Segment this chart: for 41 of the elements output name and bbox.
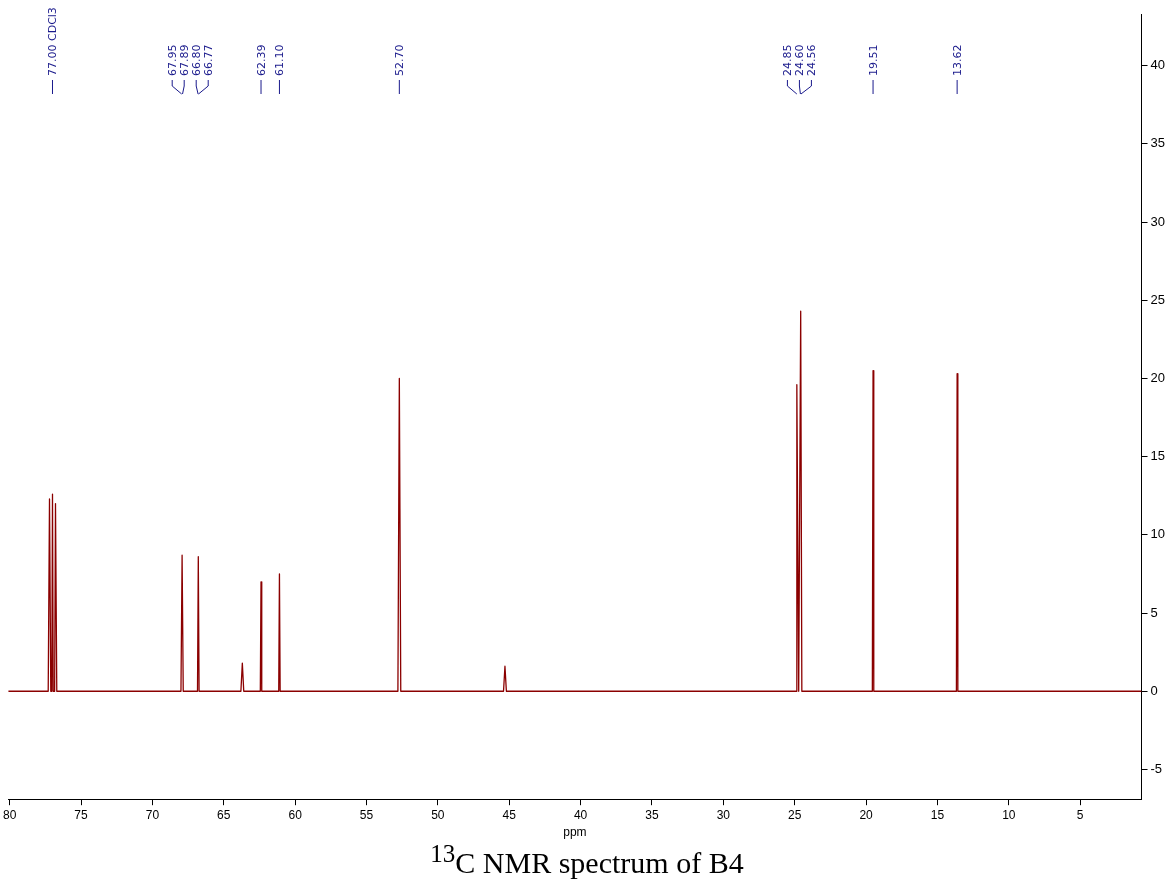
y-tick-label: -5 [1150, 761, 1163, 777]
annotation: 24.56 [805, 44, 819, 76]
annotation: 19.51 [867, 44, 881, 76]
x-tick-label: 70 [145, 807, 160, 822]
annotation: 62.39 [255, 44, 269, 76]
y-tick-label: 5 [1150, 604, 1158, 620]
annotation: 52.70 [393, 44, 407, 76]
annotation: 77.00 CDCl3 [46, 7, 60, 76]
x-tick-label: 55 [359, 807, 374, 822]
x-tick-label: 75 [74, 807, 89, 822]
x-tick-label: 60 [288, 807, 303, 822]
x-tick-label: 40 [573, 807, 588, 822]
x-tick-label: 30 [716, 807, 731, 822]
x-tick-label: 80 [3, 807, 17, 822]
x-tick-label: 50 [431, 807, 445, 822]
y-tick-label: 15 [1150, 448, 1166, 464]
x-tick-label: 20 [859, 807, 874, 822]
annotation: 66.80 [190, 44, 204, 76]
x-axis-title: ppm [563, 825, 587, 840]
annotation: 67.95 [166, 44, 180, 76]
y-tick-label: 10 [1150, 526, 1166, 542]
y-tick-label: 25 [1150, 291, 1166, 307]
y-tick-label: 30 [1150, 213, 1166, 229]
x-tick-label: 25 [788, 807, 802, 822]
annotation: 61.10 [273, 44, 287, 76]
x-tick-label: 45 [502, 807, 517, 822]
annotation: 13.62 [951, 44, 965, 76]
x-tick-label: 65 [217, 807, 231, 822]
annotation: 66.77 [202, 44, 216, 76]
x-tick-label: 15 [930, 807, 945, 822]
y-tick-label: 40 [1150, 57, 1166, 73]
y-tick-label: 20 [1150, 370, 1166, 386]
x-tick-label: 35 [645, 807, 659, 822]
text: $^{13}$C NMR spectrum of B4 [429, 840, 745, 880]
x-tick-label: 5 [1076, 807, 1084, 822]
y-tick-label: 35 [1150, 135, 1166, 151]
y-tick-label: 0 [1150, 682, 1158, 698]
annotation: 24.60 [793, 44, 807, 76]
annotation: 67.89 [178, 44, 192, 76]
annotation: 24.85 [781, 44, 795, 76]
x-tick-label: 10 [1002, 807, 1016, 822]
